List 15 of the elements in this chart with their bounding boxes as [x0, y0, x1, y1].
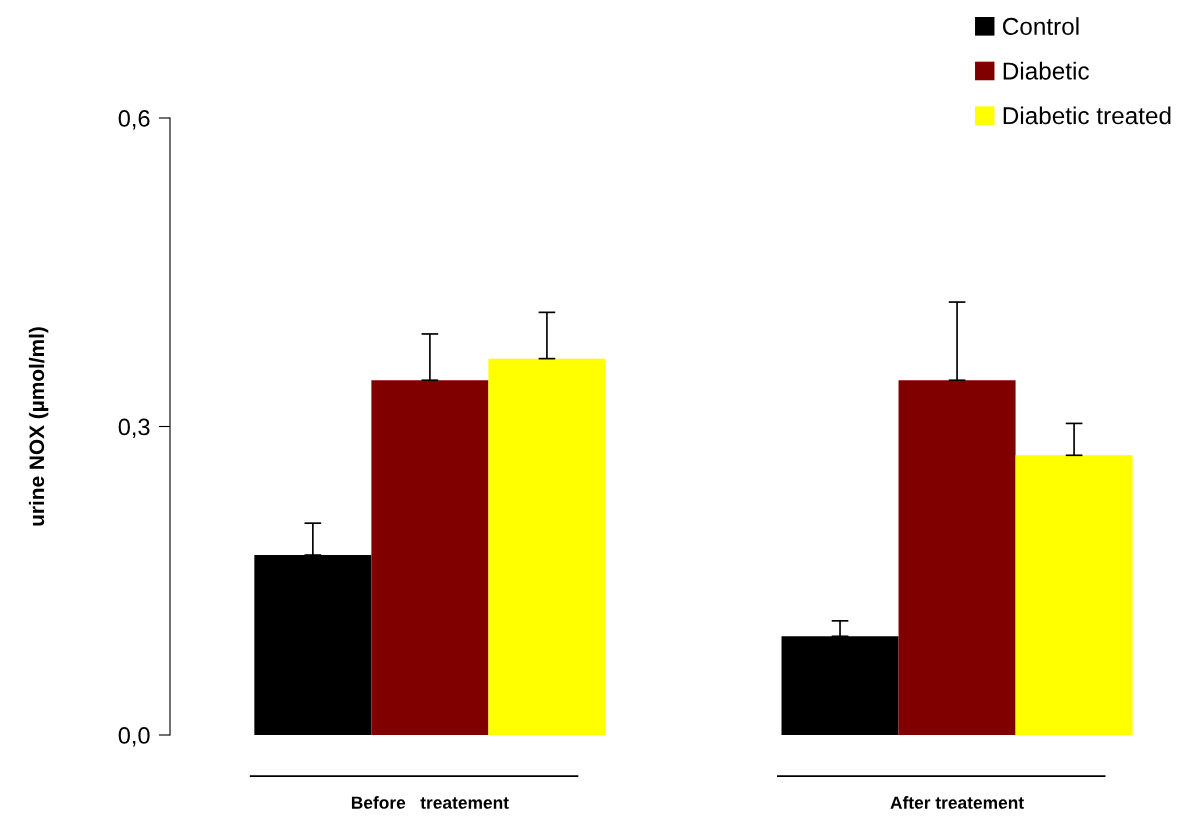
- bar: [1015, 455, 1133, 735]
- legend-label: Control: [1003, 17, 1079, 35]
- bar: [371, 380, 489, 735]
- bar: [781, 636, 899, 735]
- legend-label: Diabetic: [1003, 61, 1089, 80]
- y-tick-label: 0,0: [118, 727, 150, 747]
- bar: [254, 555, 372, 735]
- y-tick-label: 0,3: [118, 418, 150, 439]
- bar: [898, 380, 1016, 735]
- bar: [488, 358, 606, 735]
- x-tick-label: Before treatement: [351, 796, 509, 809]
- x-tick-label: After treatement: [890, 796, 1024, 809]
- y-axis-title: urine NOX (µmol/ml): [28, 327, 49, 526]
- legend-label: Diabetic treated: [1003, 106, 1171, 125]
- y-tick-label: 0,6: [118, 110, 150, 130]
